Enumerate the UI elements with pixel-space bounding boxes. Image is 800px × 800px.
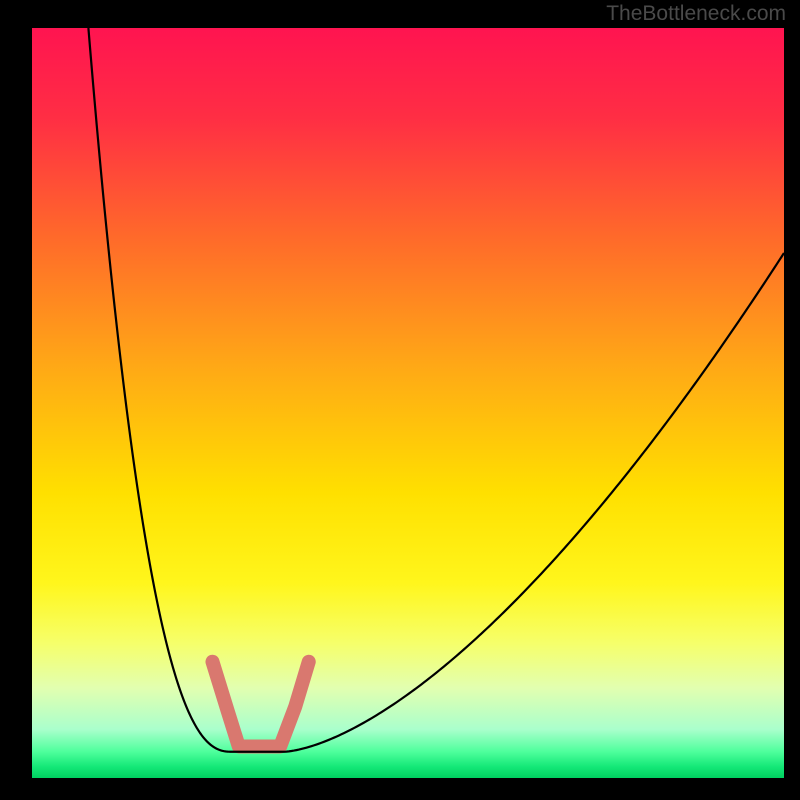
chart-frame: TheBottleneck.com: [0, 0, 800, 800]
plot-background: [32, 28, 784, 778]
bottleneck-curve-chart: [0, 0, 800, 800]
